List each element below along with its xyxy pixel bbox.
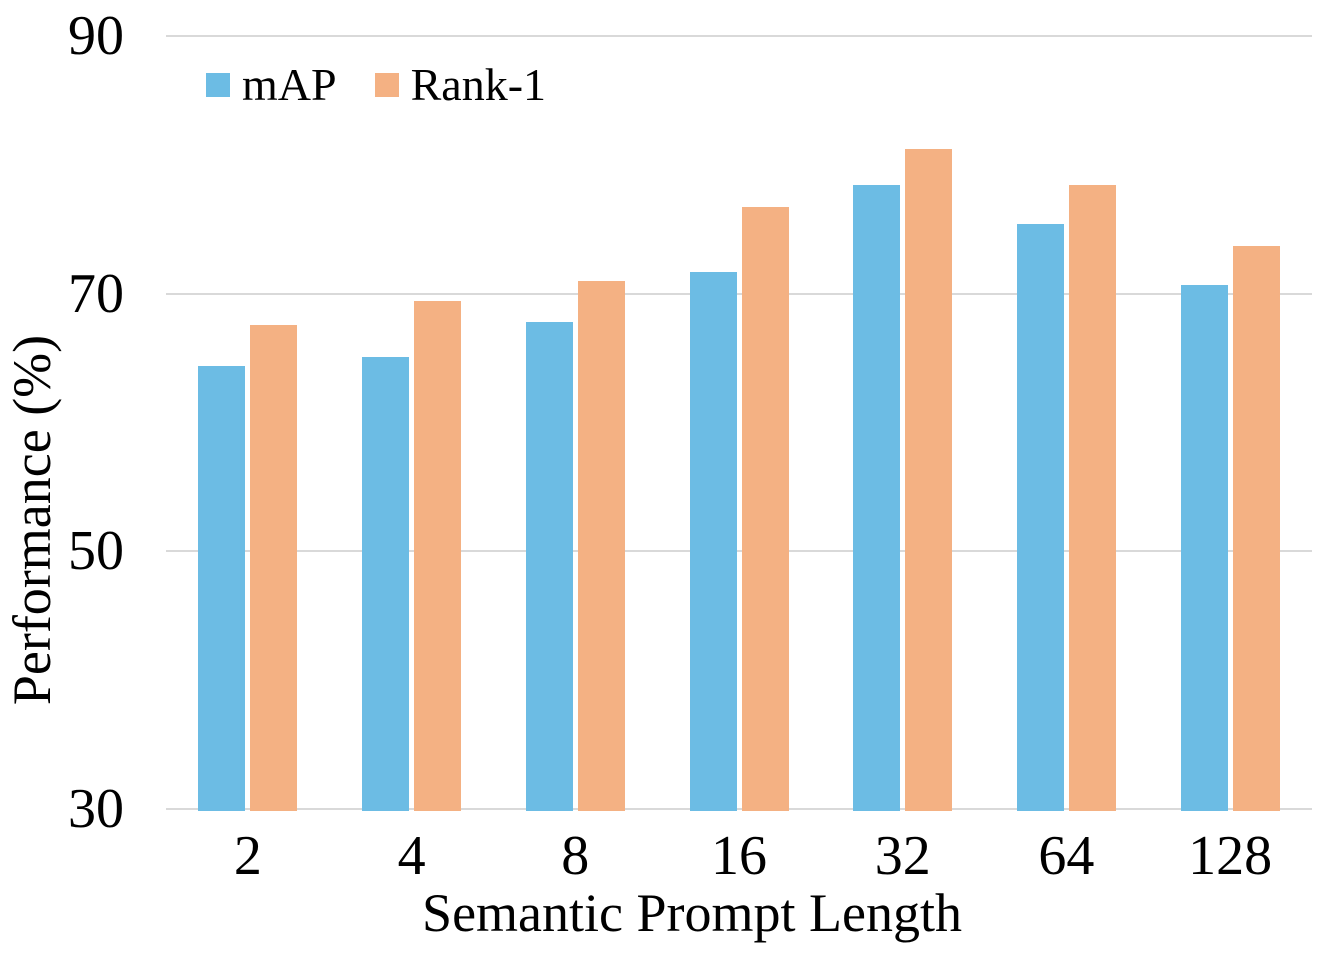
- bar-rank1-4: [414, 301, 462, 811]
- y-tick-label-90: 90: [68, 5, 124, 67]
- x-tick-label-16: 16: [711, 825, 767, 887]
- legend-item-rank1: Rank-1: [374, 59, 547, 110]
- bar-map-8: [525, 322, 573, 811]
- legend: mAP Rank-1: [206, 60, 546, 110]
- bar-map-128: [1180, 284, 1228, 811]
- y-axis-title: Performance (%): [2, 334, 62, 706]
- y-tick-label-50: 50: [68, 520, 124, 583]
- legend-swatch-icon: [206, 73, 230, 97]
- y-tick-label-30: 30: [68, 778, 124, 840]
- x-axis-title: Semantic Prompt Length: [422, 883, 962, 943]
- bar-rank1-8: [577, 280, 625, 811]
- legend-label: mAP: [242, 59, 337, 110]
- legend-item-map: mAP: [206, 62, 337, 108]
- bar-map-16: [689, 271, 737, 811]
- legend-swatch-icon: [374, 73, 399, 97]
- y-tick-label-70: 70: [68, 262, 124, 325]
- bar-rank1-2: [250, 324, 298, 811]
- gridline-y30: [166, 808, 1312, 810]
- bar-map-32: [853, 185, 901, 811]
- gridline-y70: [166, 292, 1312, 295]
- x-tick-label-64: 64: [1038, 825, 1095, 887]
- x-tick-label-4: 4: [397, 825, 426, 887]
- gridline-y50: [166, 550, 1312, 553]
- bar-rank1-64: [1068, 185, 1116, 811]
- bar-rank1-32: [905, 149, 953, 811]
- gridline-y90: [166, 35, 1312, 37]
- bar-rank1-128: [1232, 245, 1280, 811]
- bar-rank1-16: [741, 207, 789, 811]
- bar-map-64: [1016, 224, 1064, 811]
- x-tick-label-128: 128: [1188, 825, 1273, 887]
- x-tick-label-8: 8: [561, 825, 590, 887]
- bar-map-4: [362, 356, 410, 811]
- legend-label: Rank-1: [410, 59, 547, 110]
- x-tick-label-32: 32: [874, 825, 931, 887]
- plot-area: [166, 35, 1312, 811]
- x-tick-label-2: 2: [233, 825, 262, 887]
- bar-map-2: [198, 365, 246, 811]
